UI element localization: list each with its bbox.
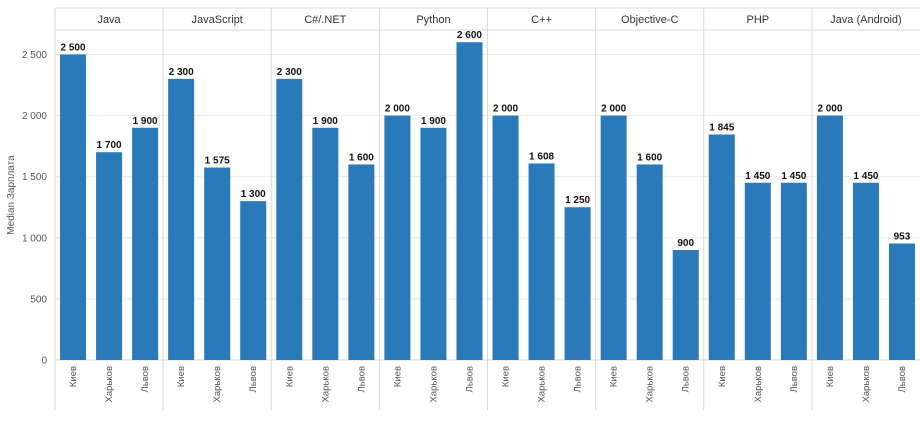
data-label: 1 608 xyxy=(529,151,554,162)
category-label: Харьков xyxy=(861,366,872,402)
data-label: 2 000 xyxy=(817,104,842,115)
data-label: 1 900 xyxy=(421,116,446,127)
category-label: Киев xyxy=(176,366,187,387)
data-label: 953 xyxy=(894,232,911,243)
category-label: Харьков xyxy=(212,366,223,402)
category-label: Киев xyxy=(717,366,728,387)
bar xyxy=(528,163,555,360)
data-label: 900 xyxy=(677,238,694,249)
data-label: 2 500 xyxy=(61,42,86,53)
category-label: Киев xyxy=(284,366,295,387)
bar xyxy=(708,134,735,360)
data-label: 1 900 xyxy=(313,116,338,127)
bar xyxy=(816,115,843,360)
group-header: Python xyxy=(416,14,450,26)
bar xyxy=(600,115,627,360)
category-label: Харьков xyxy=(645,366,656,402)
category-label: Киев xyxy=(68,366,79,387)
bar xyxy=(672,250,699,360)
y-tick-label: 500 xyxy=(30,294,47,305)
category-label: Львов xyxy=(356,366,367,392)
panel-dividers xyxy=(54,8,813,410)
bar xyxy=(132,127,159,361)
category-label: Харьков xyxy=(320,366,331,402)
bar xyxy=(744,182,771,360)
y-axis-label: Median Зарплата xyxy=(6,155,17,235)
category-label: Киев xyxy=(501,366,512,387)
y-tick-label: 0 xyxy=(41,356,47,367)
category-label: Львов xyxy=(140,366,151,392)
category-label: Львов xyxy=(681,366,692,392)
data-label: 2 000 xyxy=(601,104,626,115)
group-header: PHP xyxy=(747,14,770,26)
data-label: 2 300 xyxy=(277,67,302,78)
bar xyxy=(60,54,87,360)
bar xyxy=(420,127,447,361)
data-label: 2 000 xyxy=(493,104,518,115)
bar xyxy=(456,42,483,360)
group-header: Java xyxy=(97,14,121,26)
category-label: Харьков xyxy=(428,366,439,402)
category-label: Киев xyxy=(609,366,620,387)
category-label: Львов xyxy=(573,366,584,392)
data-label: 1 250 xyxy=(565,195,590,206)
data-label: 1 845 xyxy=(709,123,734,134)
category-label: Львов xyxy=(248,366,259,392)
bar xyxy=(564,207,591,360)
bar xyxy=(780,182,807,360)
data-label: 1 450 xyxy=(781,171,806,182)
category-label: Харьков xyxy=(104,366,115,402)
data-label: 2 000 xyxy=(385,104,410,115)
group-header: C#/.NET xyxy=(304,14,346,26)
group-headers: Java JavaScript C#/.NET Python C++ Objective-… xyxy=(55,7,920,31)
category-labels: Киев Харьков Львов Киев Харьков Львов Киев Харь… xyxy=(68,366,908,402)
group-header: C++ xyxy=(531,14,552,26)
data-label: 2 600 xyxy=(457,30,482,41)
bar xyxy=(492,115,519,360)
data-label: 1 600 xyxy=(349,152,374,163)
category-label: Львов xyxy=(789,366,800,392)
category-label: Харьков xyxy=(753,366,764,402)
data-label: 1 450 xyxy=(745,171,770,182)
bar xyxy=(888,243,915,360)
category-label: Львов xyxy=(464,366,475,392)
bars xyxy=(60,42,915,361)
group-header: Java (Android) xyxy=(830,14,902,26)
data-label: 1 900 xyxy=(133,116,158,127)
bar xyxy=(168,78,195,360)
category-label: Киев xyxy=(825,366,836,387)
data-label: 1 700 xyxy=(97,140,122,151)
category-label: Киев xyxy=(392,366,403,387)
bar xyxy=(348,164,375,360)
bar xyxy=(276,78,303,360)
y-tick-label: 2 000 xyxy=(22,111,47,122)
bar xyxy=(204,167,231,360)
y-tick-label: 1 500 xyxy=(22,172,47,183)
bar xyxy=(636,164,663,360)
bar xyxy=(240,201,267,360)
bar xyxy=(96,152,123,360)
data-label: 1 600 xyxy=(637,152,662,163)
group-header: Objective-C xyxy=(621,14,679,26)
bar xyxy=(384,115,411,360)
data-label: 2 300 xyxy=(169,67,194,78)
category-label: Львов xyxy=(897,366,908,392)
data-label: 1 575 xyxy=(205,156,230,167)
y-tick-label: 1 000 xyxy=(22,233,47,244)
bar xyxy=(312,127,339,361)
data-labels: 2 500 1 700 1 900 2 300 1 575 1 300 2 300 1 900… xyxy=(61,30,911,249)
category-label: Харьков xyxy=(537,366,548,402)
bar xyxy=(852,182,879,360)
y-tick-label: 2 500 xyxy=(22,50,47,61)
group-header: JavaScript xyxy=(192,14,243,26)
y-axis-ticks: 0 500 1 000 1 500 2 000 2 500 xyxy=(22,50,47,367)
data-label: 1 300 xyxy=(241,189,266,200)
data-label: 1 450 xyxy=(853,171,878,182)
